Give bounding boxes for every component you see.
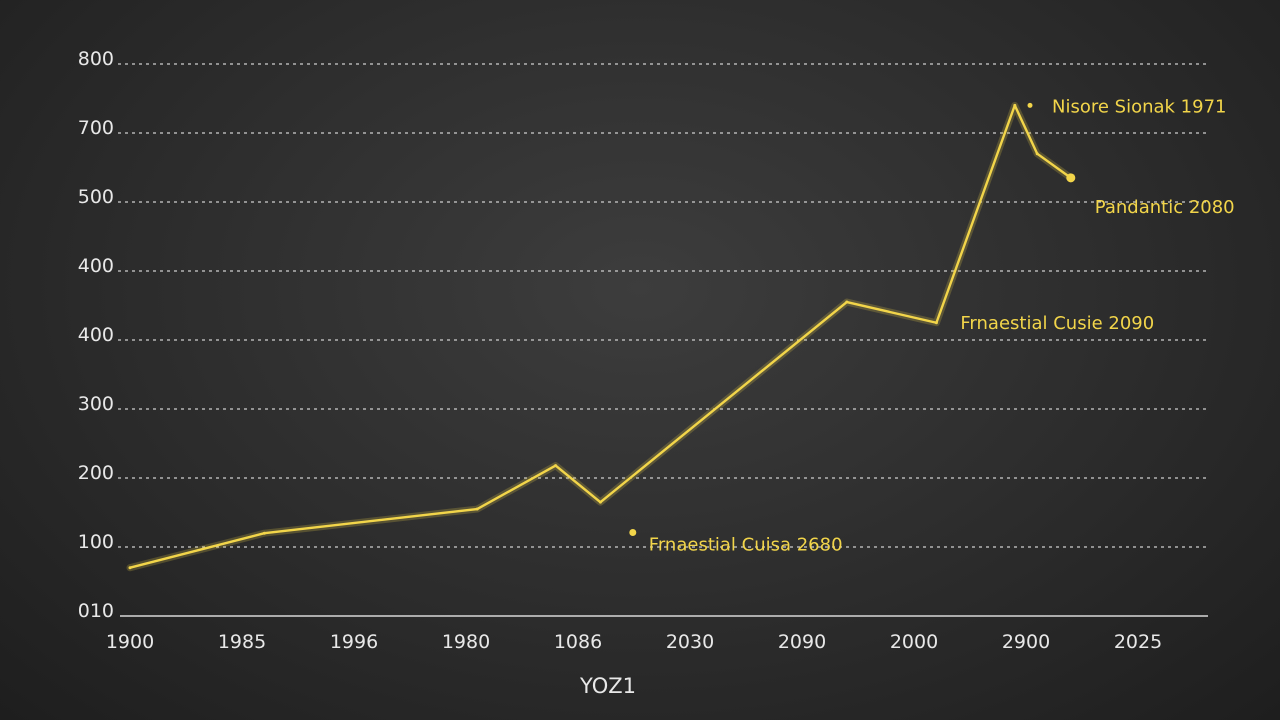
x-axis-label: YOZ1 [579, 674, 636, 698]
x-tick-label: 1900 [106, 631, 154, 653]
data-point [1035, 152, 1039, 156]
x-tick-label: 2090 [778, 631, 826, 653]
y-axis-ticks: 010 100 200 300 400 400 500 700 800 [78, 48, 114, 622]
annotations: Nisore Sionak 1971 Pandantic 2080 Frnaesti… [629, 96, 1235, 556]
x-tick-label: 1980 [442, 631, 490, 653]
annotation-label: Frnaestial Cuisa 2680 [649, 535, 843, 556]
x-tick-label: 2000 [890, 631, 938, 653]
x-tick-label: 2025 [1114, 631, 1162, 653]
data-point [598, 500, 602, 504]
series-line-path [128, 104, 1073, 569]
y-tick-label: 700 [78, 117, 114, 139]
data-point [262, 531, 266, 535]
series-line-glow [126, 101, 1075, 572]
annotation-label: Pandantic 2080 [1095, 197, 1235, 218]
data-point [845, 300, 849, 304]
data-point [475, 507, 479, 511]
y-tick-label: 500 [78, 186, 114, 208]
x-tick-label: 1996 [330, 631, 378, 653]
annotation-label: Frnaestial Cusie 2090 [960, 313, 1154, 334]
data-point [934, 321, 938, 325]
y-tick-label: 100 [78, 531, 114, 553]
gridlines [118, 63, 1208, 548]
x-tick-label: 1086 [554, 631, 602, 653]
annotation-marker [1066, 173, 1076, 183]
x-tick-label: 2900 [1002, 631, 1050, 653]
x-tick-label: 2030 [666, 631, 714, 653]
annotation-marker [629, 529, 637, 536]
y-tick-label: 010 [78, 600, 114, 622]
y-tick-label: 400 [78, 324, 114, 346]
data-point [1013, 103, 1017, 107]
y-tick-label: 300 [78, 393, 114, 415]
data-point [554, 464, 558, 468]
series-line [126, 101, 1075, 572]
x-axis-ticks: 1900 1985 1996 1980 1086 2030 2090 2000 2900 2025 [106, 631, 1162, 653]
y-tick-label: 400 [78, 255, 114, 277]
annotation-marker [1027, 102, 1033, 108]
x-tick-label: 1985 [218, 631, 266, 653]
y-tick-label: 200 [78, 462, 114, 484]
annotation-label: Nisore Sionak 1971 [1052, 96, 1227, 117]
y-tick-label: 800 [78, 48, 114, 70]
data-point [128, 566, 132, 570]
